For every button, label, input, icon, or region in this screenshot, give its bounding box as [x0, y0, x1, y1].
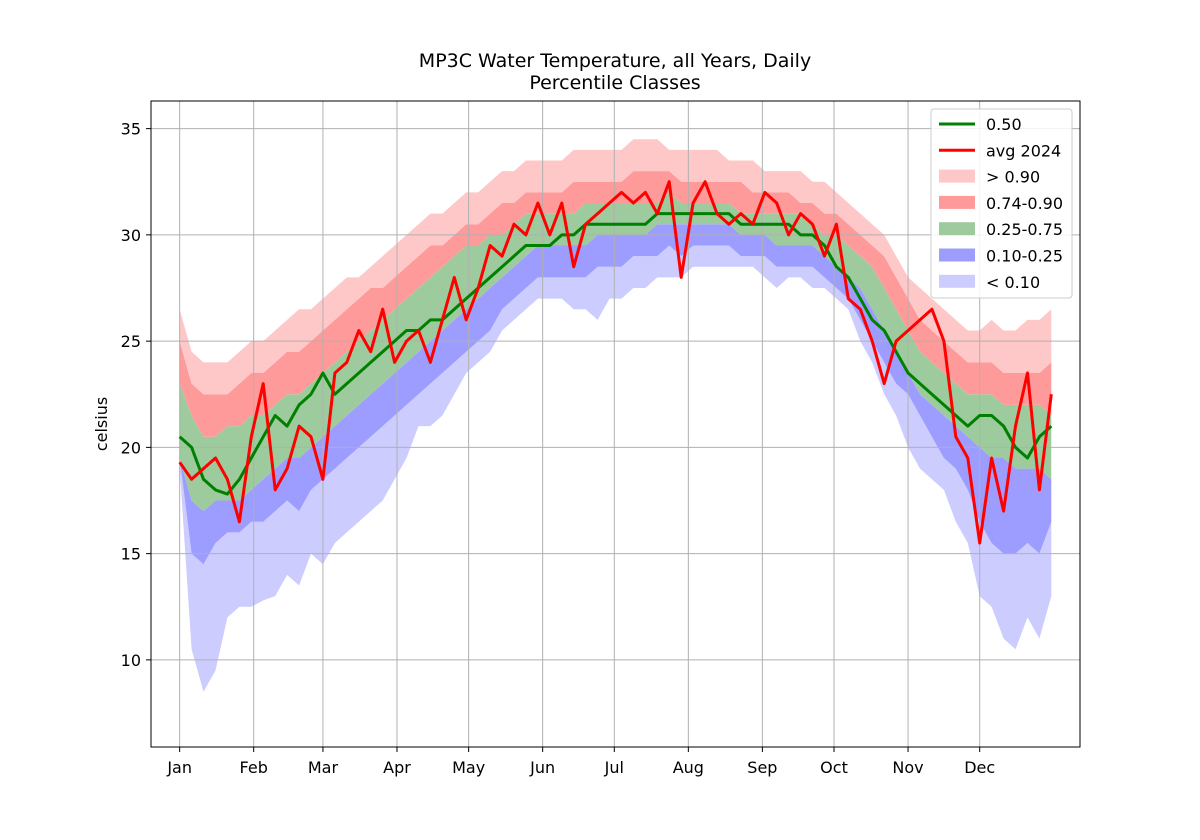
y-tick-label: 25: [121, 332, 141, 351]
legend-swatch: [939, 195, 975, 209]
legend-label: 0.10-0.25: [986, 247, 1063, 266]
legend-swatch: [939, 169, 975, 183]
x-tick-label: Dec: [964, 758, 995, 777]
x-tick-label: Jul: [604, 758, 624, 777]
chart-title: MP3C Water Temperature, all Years, Daily: [418, 50, 812, 72]
x-axis: Jan Feb Mar Apr May Jun Jul Aug Sep Oct Nov Dec: [166, 747, 995, 777]
grid-lines: [151, 101, 1080, 747]
legend-swatch: [939, 248, 975, 262]
legend-label: > 0.90: [986, 168, 1040, 187]
avg-2024-line: [178, 180, 1053, 545]
y-tick-label: 30: [121, 226, 141, 245]
x-tick-label: Nov: [892, 758, 923, 777]
x-tick-label: Jan: [166, 758, 192, 777]
legend-label: 0.25-0.75: [986, 220, 1063, 239]
x-tick-label: Mar: [308, 758, 339, 777]
y-tick-label: 20: [121, 438, 141, 457]
legend-label: 0.50: [986, 115, 1022, 134]
median-line: [178, 212, 1053, 496]
legend-label: avg 2024: [986, 141, 1061, 160]
x-tick-label: May: [452, 758, 485, 777]
band-25-75: [179, 192, 1052, 512]
plot-frame: [150, 100, 1081, 748]
series-lines: [178, 180, 1053, 545]
y-tick-label: 10: [121, 651, 141, 670]
y-tick-label: 35: [121, 120, 141, 139]
chart-subtitle: Percentile Classes: [529, 72, 701, 94]
x-tick-label: Feb: [240, 758, 268, 777]
x-tick-label: Aug: [673, 758, 704, 777]
band-lt-10: [179, 245, 1052, 692]
percentile-bands: [179, 139, 1052, 692]
legend-swatch: [939, 222, 975, 236]
legend-label: 0.74-0.90: [986, 194, 1063, 213]
band-gt-90: [179, 139, 1052, 395]
x-tick-label: Jun: [529, 758, 555, 777]
x-tick-label: Apr: [383, 758, 411, 777]
y-axis-label: celsius: [92, 397, 111, 451]
y-tick-label: 15: [121, 545, 141, 564]
legend-label: < 0.10: [986, 273, 1040, 292]
y-axis: 10 15 20 25 30 35: [121, 120, 151, 670]
legend-swatch: [939, 274, 975, 288]
x-tick-label: Oct: [820, 758, 848, 777]
legend: 0.50 avg 2024 > 0.90 0.74-0.90 0.25-0.75 0.10…: [930, 108, 1073, 299]
x-tick-label: Sep: [747, 758, 777, 777]
